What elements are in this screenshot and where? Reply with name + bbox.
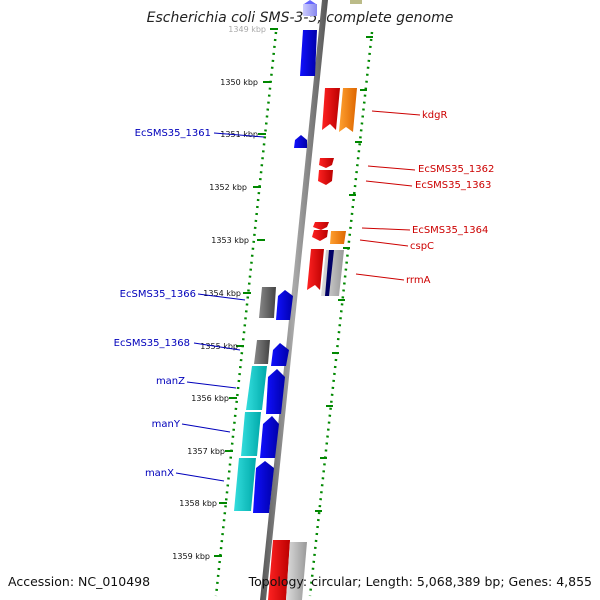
gene-block xyxy=(259,287,276,318)
gene-arrow xyxy=(300,30,317,76)
accession-text: Accession: NC_010498 xyxy=(8,574,151,589)
tick-label: 1357 kbp xyxy=(187,447,225,456)
gene-block xyxy=(286,542,307,600)
left-strand-genes xyxy=(234,287,276,511)
tick-label: 1356 kbp xyxy=(191,394,229,403)
genome-info-text: Topology: circular; Length: 5,068,389 bp… xyxy=(248,574,592,589)
gene-label-right[interactable]: cspC xyxy=(410,241,434,252)
tick-label: 1349 kbp xyxy=(228,25,266,34)
tick-label: 1350 kbp xyxy=(220,78,258,87)
gene-arrow xyxy=(266,369,285,414)
gene-label-right[interactable]: EcSMS35_1363 xyxy=(415,180,491,191)
gene-arrow xyxy=(253,461,274,513)
tick-label: 1353 kbp xyxy=(211,236,249,245)
reverse-genes xyxy=(268,88,357,600)
gene-arrow xyxy=(276,290,293,320)
gene-faded-top xyxy=(303,4,317,16)
gene-arrow xyxy=(312,230,328,241)
tick-label: 1359 kbp xyxy=(172,552,210,561)
gene-label-left[interactable]: EcSMS35_1366 xyxy=(120,289,196,300)
gene-arrow xyxy=(294,135,307,148)
gene-block xyxy=(241,412,261,456)
gene-label-right[interactable]: EcSMS35_1364 xyxy=(412,225,488,236)
gene-arrow xyxy=(339,88,357,132)
tick-label: 1354 kbp xyxy=(203,289,241,298)
gene-label-right[interactable]: rrmA xyxy=(406,275,431,286)
left-tick-marks xyxy=(214,28,278,557)
genome-title: Escherichia coli SMS-3-5, complete genom… xyxy=(146,10,454,26)
genome-backbone xyxy=(260,0,328,600)
tick-label: 1351 kbp xyxy=(220,130,258,139)
gene-label-right[interactable]: kdgR xyxy=(422,110,447,121)
gene-arrow xyxy=(271,343,289,366)
gene-label-right[interactable]: EcSMS35_1362 xyxy=(418,164,494,175)
tick-label: 1358 kbp xyxy=(179,499,217,508)
gene-block xyxy=(254,340,270,364)
gene-label-left[interactable]: EcSMS35_1361 xyxy=(135,128,211,139)
gene-arrow xyxy=(313,222,329,230)
gene-label-left[interactable]: manX xyxy=(145,468,174,479)
gene-label-left[interactable]: manZ xyxy=(156,376,185,387)
gene-arrow xyxy=(307,249,324,290)
gene-arrow xyxy=(304,0,316,4)
gene-block xyxy=(246,366,267,410)
right-gene-labels: kdgR EcSMS35_1362 EcSMS35_1363 EcSMS35_1… xyxy=(406,110,494,286)
gene-label-left[interactable]: EcSMS35_1368 xyxy=(114,338,190,349)
gene-arrow xyxy=(322,88,340,130)
tick-label: 1352 kbp xyxy=(209,183,247,192)
gene-block xyxy=(234,458,256,511)
forward-genes xyxy=(253,0,317,513)
gene-block xyxy=(325,250,334,296)
gene-arrow xyxy=(260,416,279,458)
gene-stub-top xyxy=(350,0,362,4)
gene-arrow xyxy=(318,170,333,185)
gene-label-left[interactable]: manY xyxy=(152,419,181,430)
left-gene-labels: EcSMS35_1361 EcSMS35_1366 EcSMS35_1368 m… xyxy=(114,128,211,479)
gene-block xyxy=(268,540,290,600)
right-tick-marks xyxy=(315,36,373,512)
right-leader-lines xyxy=(355,110,421,281)
gene-block xyxy=(330,231,346,244)
gene-arrow xyxy=(319,158,334,168)
left-leader-lines xyxy=(175,132,265,482)
